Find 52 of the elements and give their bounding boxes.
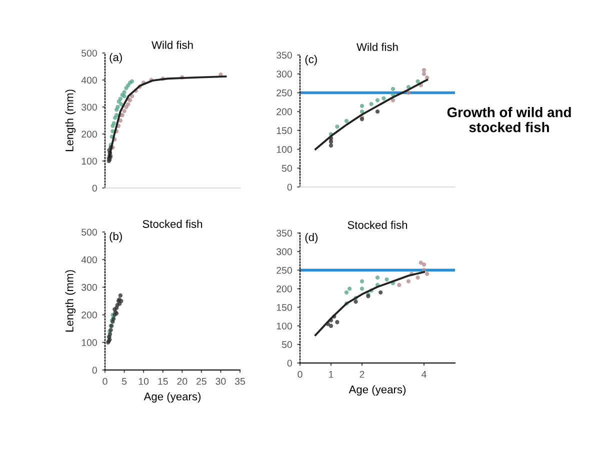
annotation: (d) [305, 233, 318, 244]
y-tick-label: 300 [82, 104, 97, 111]
x-tick-label: 4 [422, 370, 426, 378]
y-tick-label: 200 [82, 312, 97, 318]
y-tick-label: 350 [276, 230, 292, 237]
y-axis-title: Length (mm) [65, 270, 76, 332]
y-tick-label: 200 [82, 130, 97, 138]
y-tick-label: 300 [276, 248, 292, 256]
y-tick-label: 100 [82, 158, 97, 165]
y-tick-label: 0 [287, 360, 292, 367]
y-axis-title: Length (mm) [65, 90, 76, 152]
x-tick-label: 1 [329, 370, 334, 378]
y-tick-label: 150 [276, 127, 292, 134]
y-tick-label: 500 [82, 50, 97, 57]
y-tick-label: 300 [82, 284, 97, 291]
y-tick-label: 100 [276, 146, 292, 153]
x-tick-label: 35 [234, 378, 245, 385]
x-tick-label: 2 [360, 370, 364, 378]
y-tick-label: 0 [92, 184, 97, 192]
x-tick-label: 25 [196, 378, 206, 385]
x-tick-label: 20 [177, 378, 188, 385]
chart-title: Wild fish [356, 42, 398, 51]
annotation: (b) [110, 232, 122, 242]
y-tick-label: 100 [82, 339, 97, 346]
chart-title: Wild fish [152, 40, 193, 49]
y-tick-label: 200 [276, 108, 292, 116]
y-tick-label: 500 [82, 228, 97, 236]
x-tick-label: 30 [216, 378, 226, 385]
x-axis-title: Age (years) [348, 385, 406, 396]
annotation: Growth of wild and stocked fish [447, 107, 571, 132]
y-tick-label: 250 [276, 266, 292, 274]
y-tick-label: 300 [276, 70, 292, 78]
annotation: (a) [110, 53, 122, 64]
y-tick-label: 200 [276, 285, 292, 292]
y-tick-label: 250 [276, 89, 292, 96]
y-tick-label: 50 [282, 341, 292, 348]
y-tick-label: 0 [287, 184, 292, 191]
x-tick-label: 0 [298, 370, 302, 378]
y-tick-label: 100 [276, 322, 292, 330]
y-tick-label: 150 [276, 304, 292, 311]
y-tick-label: 50 [282, 164, 292, 172]
x-tick-label: 10 [138, 378, 149, 385]
x-tick-label: 0 [102, 378, 108, 385]
x-tick-label: 5 [122, 378, 127, 385]
x-tick-label: 15 [158, 378, 168, 385]
annotation: (c) [305, 55, 317, 66]
x-axis-title: Age (years) [144, 392, 201, 403]
y-tick-label: 350 [276, 52, 292, 59]
y-tick-label: 400 [81, 256, 97, 264]
chart-title: Stocked fish [142, 220, 202, 228]
y-tick-label: 400 [81, 76, 97, 84]
chart-title: Stocked fish [348, 220, 408, 229]
